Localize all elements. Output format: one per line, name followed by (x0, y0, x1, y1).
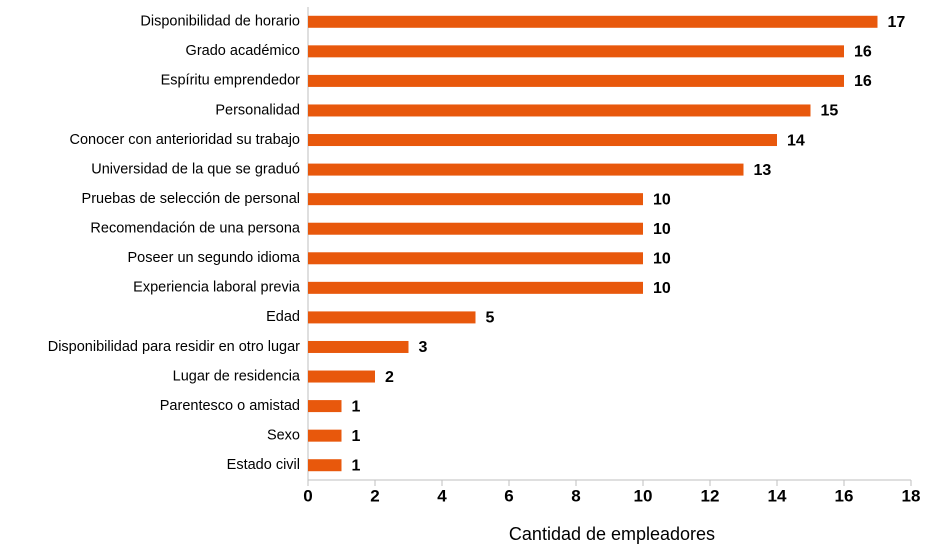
x-tick-label: 2 (370, 486, 379, 505)
bar (308, 134, 777, 147)
value-label: 10 (653, 251, 671, 268)
value-label: 1 (352, 428, 361, 445)
bar (308, 74, 844, 87)
value-label: 3 (419, 339, 428, 356)
x-tick-label: 0 (303, 486, 312, 505)
x-tick-label: 12 (701, 486, 720, 505)
bar (308, 400, 342, 413)
y-tick-label: Personalidad (215, 102, 300, 118)
y-tick-label: Universidad de la que se graduó (91, 161, 300, 177)
y-tick-label: Disponibilidad para residir en otro luga… (48, 339, 300, 355)
x-tick-label: 14 (768, 486, 787, 505)
y-tick-label: Espíritu emprendedor (161, 73, 301, 89)
bar (308, 222, 643, 235)
value-label: 16 (854, 73, 872, 90)
bar (308, 429, 342, 442)
y-tick-label: Recomendación de una persona (90, 221, 301, 237)
value-label: 10 (653, 280, 671, 297)
x-tick-label: 8 (571, 486, 580, 505)
bar (308, 370, 375, 383)
bar (308, 104, 811, 117)
bar (308, 163, 744, 176)
value-label: 5 (486, 310, 495, 327)
bar (308, 459, 342, 472)
value-label: 17 (888, 14, 906, 31)
x-axis-title: Cantidad de empleadores (509, 524, 715, 544)
y-tick-label: Lugar de residencia (173, 368, 301, 384)
value-label: 13 (754, 162, 772, 179)
bar (308, 193, 643, 206)
y-tick-label: Parentesco o amistad (160, 398, 300, 414)
y-tick-label: Pruebas de selección de personal (82, 191, 300, 207)
y-tick-label: Conocer con anterioridad su trabajo (69, 132, 300, 148)
y-tick-label: Estado civil (227, 457, 300, 473)
y-tick-label: Experiencia laboral previa (133, 280, 301, 296)
bar (308, 252, 643, 265)
value-label: 2 (385, 369, 394, 386)
bar (308, 281, 643, 294)
bar (308, 15, 878, 28)
bar (308, 340, 409, 353)
y-tick-label: Edad (266, 309, 300, 325)
bar (308, 45, 844, 58)
y-tick-label: Grado académico (186, 43, 300, 59)
y-tick-label: Disponibilidad de horario (140, 14, 300, 30)
value-label: 10 (653, 191, 671, 208)
value-label: 1 (352, 457, 361, 474)
x-tick-label: 10 (634, 486, 653, 505)
value-label: 16 (854, 44, 872, 61)
value-label: 10 (653, 221, 671, 238)
y-tick-label: Poseer un segundo idioma (127, 250, 300, 266)
x-tick-label: 16 (835, 486, 854, 505)
y-tick-label: Sexo (267, 427, 300, 443)
value-label: 14 (787, 132, 805, 149)
x-tick-label: 18 (902, 486, 921, 505)
x-tick-label: 4 (437, 486, 447, 505)
bar (308, 311, 476, 324)
value-label: 15 (821, 103, 839, 120)
value-label: 1 (352, 398, 361, 415)
x-tick-label: 6 (504, 486, 513, 505)
